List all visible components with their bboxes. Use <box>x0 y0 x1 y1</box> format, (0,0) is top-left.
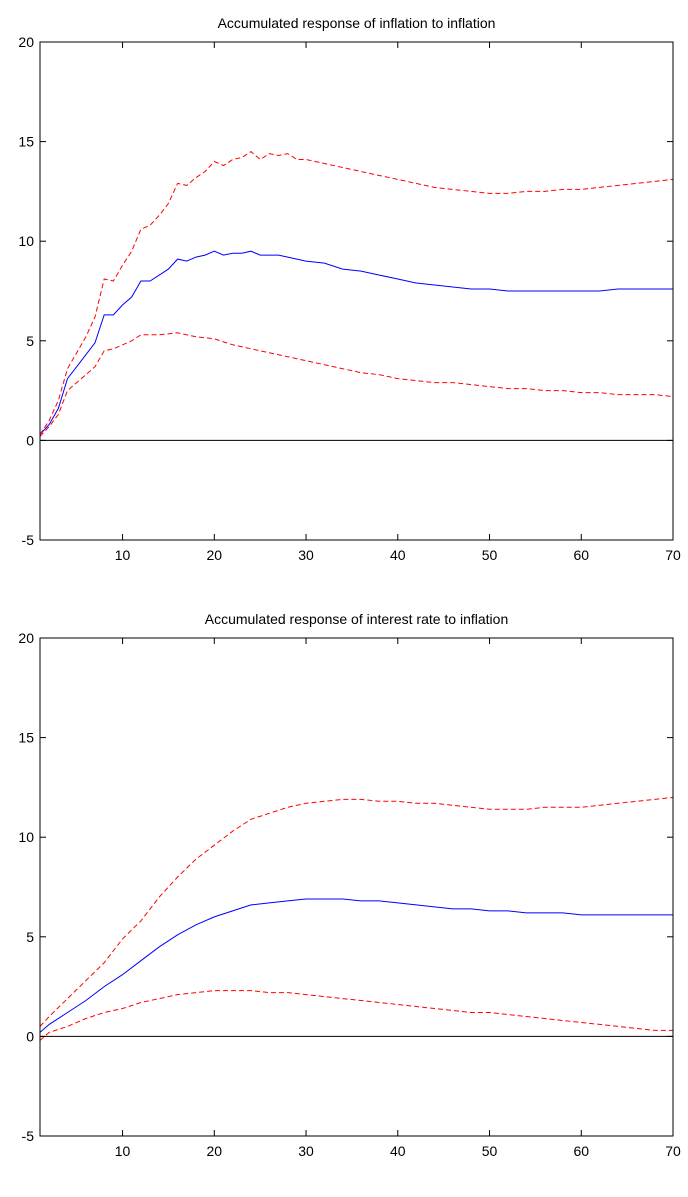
chart-panel-1: Accumulated response of inflation to inf… <box>0 0 688 596</box>
x-tick-label: 30 <box>298 547 314 563</box>
axes-frame <box>39 41 674 541</box>
series-line-1 <box>39 898 673 1033</box>
y-tick-label: 20 <box>18 34 34 50</box>
x-tick-label: 40 <box>390 1143 406 1159</box>
chart-inflation-to-inflation: Accumulated response of inflation to inf… <box>18 15 681 563</box>
x-tick-label: 40 <box>390 547 406 563</box>
x-tick-label: 70 <box>665 1143 681 1159</box>
y-tick-label: 15 <box>18 730 34 746</box>
chart-panel-2: Accumulated response of interest rate to… <box>0 596 688 1192</box>
x-tick-label: 50 <box>482 1143 498 1159</box>
x-tick-label: 60 <box>573 547 589 563</box>
series-line-2 <box>39 150 674 435</box>
y-tick-label: -5 <box>22 1128 35 1144</box>
y-tick-label: 5 <box>26 333 34 349</box>
x-tick-label: 50 <box>482 547 498 563</box>
x-tick-label: 10 <box>115 547 131 563</box>
series-line-1 <box>39 250 673 435</box>
series-line-3 <box>39 332 674 437</box>
chart-title: Accumulated response of inflation to inf… <box>218 15 496 31</box>
y-tick-label: 0 <box>26 432 34 448</box>
y-tick-label: 10 <box>18 233 34 249</box>
y-tick-label: 20 <box>18 630 34 646</box>
y-tick-label: 10 <box>18 829 34 845</box>
chart-title: Accumulated response of interest rate to… <box>205 611 509 627</box>
y-tick-label: 15 <box>18 134 34 150</box>
y-tick-label: 0 <box>26 1028 34 1044</box>
x-tick-label: 30 <box>298 1143 314 1159</box>
chart-interest-rate-to-inflation: Accumulated response of interest rate to… <box>18 611 681 1159</box>
x-tick-label: 20 <box>207 547 223 563</box>
x-tick-label: 20 <box>207 1143 223 1159</box>
y-tick-label: -5 <box>22 532 35 548</box>
series-line-3 <box>39 990 673 1041</box>
x-tick-label: 10 <box>115 1143 131 1159</box>
x-tick-label: 70 <box>665 547 681 563</box>
y-tick-label: 5 <box>26 929 34 945</box>
axes-frame <box>39 637 674 1137</box>
series-line-2 <box>39 796 674 1027</box>
x-tick-label: 60 <box>573 1143 589 1159</box>
